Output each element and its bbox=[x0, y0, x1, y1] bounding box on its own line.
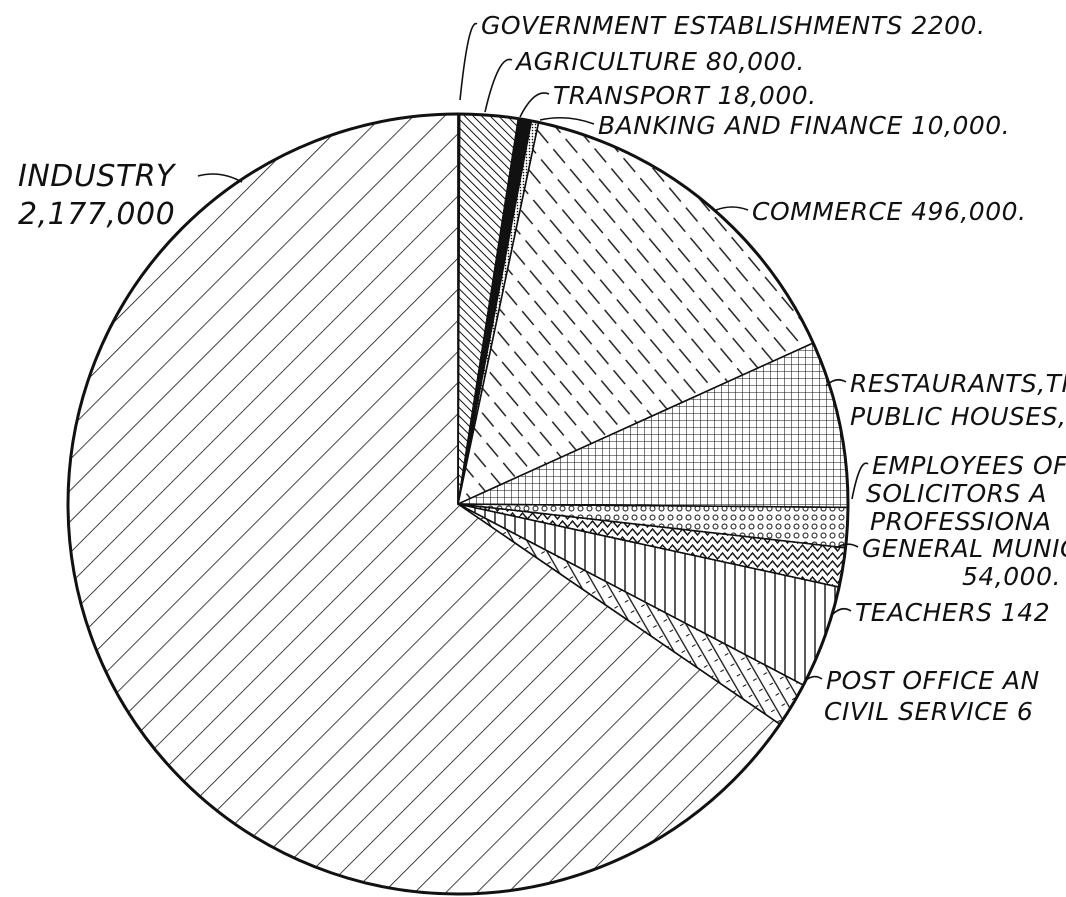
slice-label: INDUSTRY bbox=[18, 159, 177, 194]
slice-label: SOLICITORS A bbox=[866, 479, 1047, 508]
slice-label: COMMERCE 496,000. bbox=[752, 197, 1026, 226]
label-arrow bbox=[715, 206, 749, 211]
label-arrow bbox=[519, 92, 550, 118]
slice-label: GENERAL MUNIC bbox=[862, 534, 1066, 563]
slice-label: TEACHERS 142 bbox=[855, 598, 1050, 627]
slice-label: BANKING AND FINANCE 10,000. bbox=[598, 111, 1010, 140]
label-arrow bbox=[831, 607, 852, 616]
label-arrow bbox=[484, 58, 513, 113]
slice-label: AGRICULTURE 80,000. bbox=[514, 47, 805, 76]
label-arrows bbox=[197, 22, 869, 683]
label-arrow bbox=[539, 116, 595, 125]
label-arrow bbox=[851, 462, 869, 500]
label-arrow bbox=[803, 675, 823, 683]
label-arrow bbox=[459, 22, 478, 101]
slice-label: POST OFFICE AN bbox=[826, 666, 1040, 695]
label-arrow bbox=[197, 173, 243, 183]
slice-label: 2,177,000 bbox=[18, 197, 175, 232]
slice-label: RESTAURANTS,TH bbox=[850, 369, 1066, 398]
slice-label: GOVERNMENT ESTABLISHMENTS 2200. bbox=[481, 11, 985, 40]
slice-label: PROFESSIONA bbox=[870, 507, 1052, 536]
slice-label: CIVIL SERVICE 6 bbox=[824, 697, 1033, 726]
slice-labels: GOVERNMENT ESTABLISHMENTS 2200. AGRICULTU… bbox=[18, 11, 1066, 726]
slice-label: 54,000. bbox=[962, 562, 1061, 591]
pie-slices bbox=[67, 113, 849, 895]
label-arrow bbox=[825, 378, 847, 387]
slice-label: EMPLOYEES OF bbox=[872, 451, 1066, 480]
label-arrow bbox=[835, 543, 859, 549]
slice-label: TRANSPORT 18,000. bbox=[553, 81, 817, 110]
slice-label: PUBLIC HOUSES, bbox=[850, 402, 1066, 431]
